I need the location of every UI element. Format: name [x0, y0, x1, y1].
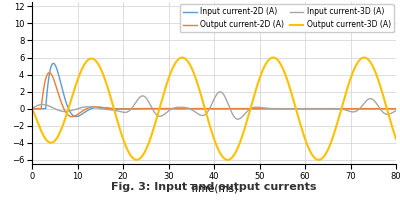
Input current-2D (A) [186, 108, 190, 110]
Input current-3D (A) [236, 118, 240, 121]
Input current-2D (A) [394, 108, 398, 110]
Output current-3D (A) [382, 101, 387, 103]
Text: Fig. 3: Input and output currents: Fig. 3: Input and output currents [111, 182, 317, 192]
Input current-2D (A) [30, 108, 34, 110]
Output current-3D (A) [394, 138, 398, 140]
X-axis label: Time(ms): Time(ms) [190, 184, 238, 194]
Input current-3D (A) [394, 109, 398, 112]
Output current-3D (A) [294, 109, 299, 112]
Line: Output current-2D (A): Output current-2D (A) [32, 73, 396, 117]
Input current-2D (A) [74, 115, 78, 118]
Output current-2D (A) [294, 108, 299, 110]
Input current-2D (A) [51, 62, 56, 65]
Input current-3D (A) [218, 91, 223, 93]
Input current-3D (A) [364, 99, 369, 102]
Output current-2D (A) [364, 108, 369, 110]
Input current-3D (A) [182, 106, 187, 109]
Input current-2D (A) [364, 108, 369, 110]
Output current-2D (A) [394, 108, 398, 110]
Output current-3D (A) [186, 60, 190, 63]
Output current-2D (A) [183, 107, 188, 110]
Output current-2D (A) [30, 108, 34, 110]
Input current-2D (A) [294, 108, 299, 110]
Output current-2D (A) [203, 108, 208, 110]
Output current-2D (A) [186, 107, 190, 110]
Output current-3D (A) [316, 159, 321, 161]
Output current-3D (A) [182, 57, 187, 60]
Input current-3D (A) [186, 107, 190, 109]
Input current-3D (A) [294, 108, 299, 110]
Input current-2D (A) [203, 108, 208, 110]
Output current-2D (A) [47, 71, 52, 74]
Output current-2D (A) [70, 116, 74, 118]
Output current-3D (A) [364, 57, 369, 60]
Input current-3D (A) [202, 113, 207, 116]
Line: Output current-3D (A): Output current-3D (A) [32, 58, 396, 160]
Input current-2D (A) [183, 108, 188, 110]
Input current-3D (A) [30, 108, 34, 110]
Legend: Input current-2D (A), Output current-2D (A), Input current-3D (A), Output curren: Input current-2D (A), Output current-2D … [180, 4, 394, 32]
Line: Input current-2D (A): Input current-2D (A) [32, 63, 396, 117]
Output current-2D (A) [382, 108, 387, 110]
Line: Input current-3D (A): Input current-3D (A) [32, 92, 396, 119]
Input current-2D (A) [382, 108, 387, 110]
Output current-3D (A) [30, 108, 34, 110]
Output current-3D (A) [202, 108, 207, 110]
Output current-3D (A) [362, 56, 366, 59]
Input current-3D (A) [382, 112, 387, 115]
